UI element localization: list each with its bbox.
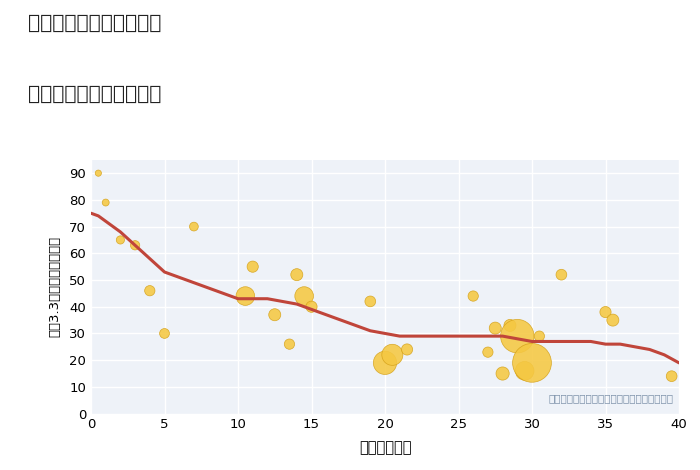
- Point: [144, 287, 155, 295]
- Point: [239, 292, 251, 300]
- Point: [115, 236, 126, 244]
- Point: [298, 292, 309, 300]
- Point: [519, 367, 531, 375]
- Point: [490, 324, 501, 332]
- Text: 築年数別中古戸建て価格: 築年数別中古戸建て価格: [28, 85, 162, 103]
- Point: [306, 303, 317, 311]
- Point: [608, 316, 619, 324]
- Point: [130, 242, 141, 249]
- Point: [534, 332, 545, 340]
- Point: [482, 348, 493, 356]
- Point: [497, 370, 508, 377]
- Point: [92, 169, 104, 177]
- Point: [365, 298, 376, 305]
- Point: [556, 271, 567, 278]
- Point: [666, 372, 678, 380]
- Point: [600, 308, 611, 316]
- Point: [100, 199, 111, 206]
- Point: [379, 359, 391, 367]
- Text: 円の大きさは、取引のあった物件面積を示す: 円の大きさは、取引のあった物件面積を示す: [548, 393, 673, 403]
- Point: [291, 271, 302, 278]
- Point: [504, 321, 515, 329]
- Point: [468, 292, 479, 300]
- Text: 三重県津市安濃町野口の: 三重県津市安濃町野口の: [28, 14, 162, 33]
- Point: [269, 311, 280, 319]
- Point: [247, 263, 258, 270]
- Point: [188, 223, 199, 230]
- Point: [159, 329, 170, 337]
- Point: [512, 332, 523, 340]
- Y-axis label: 坪（3.3㎡）単価（万円）: 坪（3.3㎡）単価（万円）: [48, 236, 61, 337]
- Point: [284, 340, 295, 348]
- Point: [386, 351, 398, 359]
- Point: [526, 359, 538, 367]
- X-axis label: 築年数（年）: 築年数（年）: [358, 440, 412, 455]
- Point: [402, 346, 413, 353]
